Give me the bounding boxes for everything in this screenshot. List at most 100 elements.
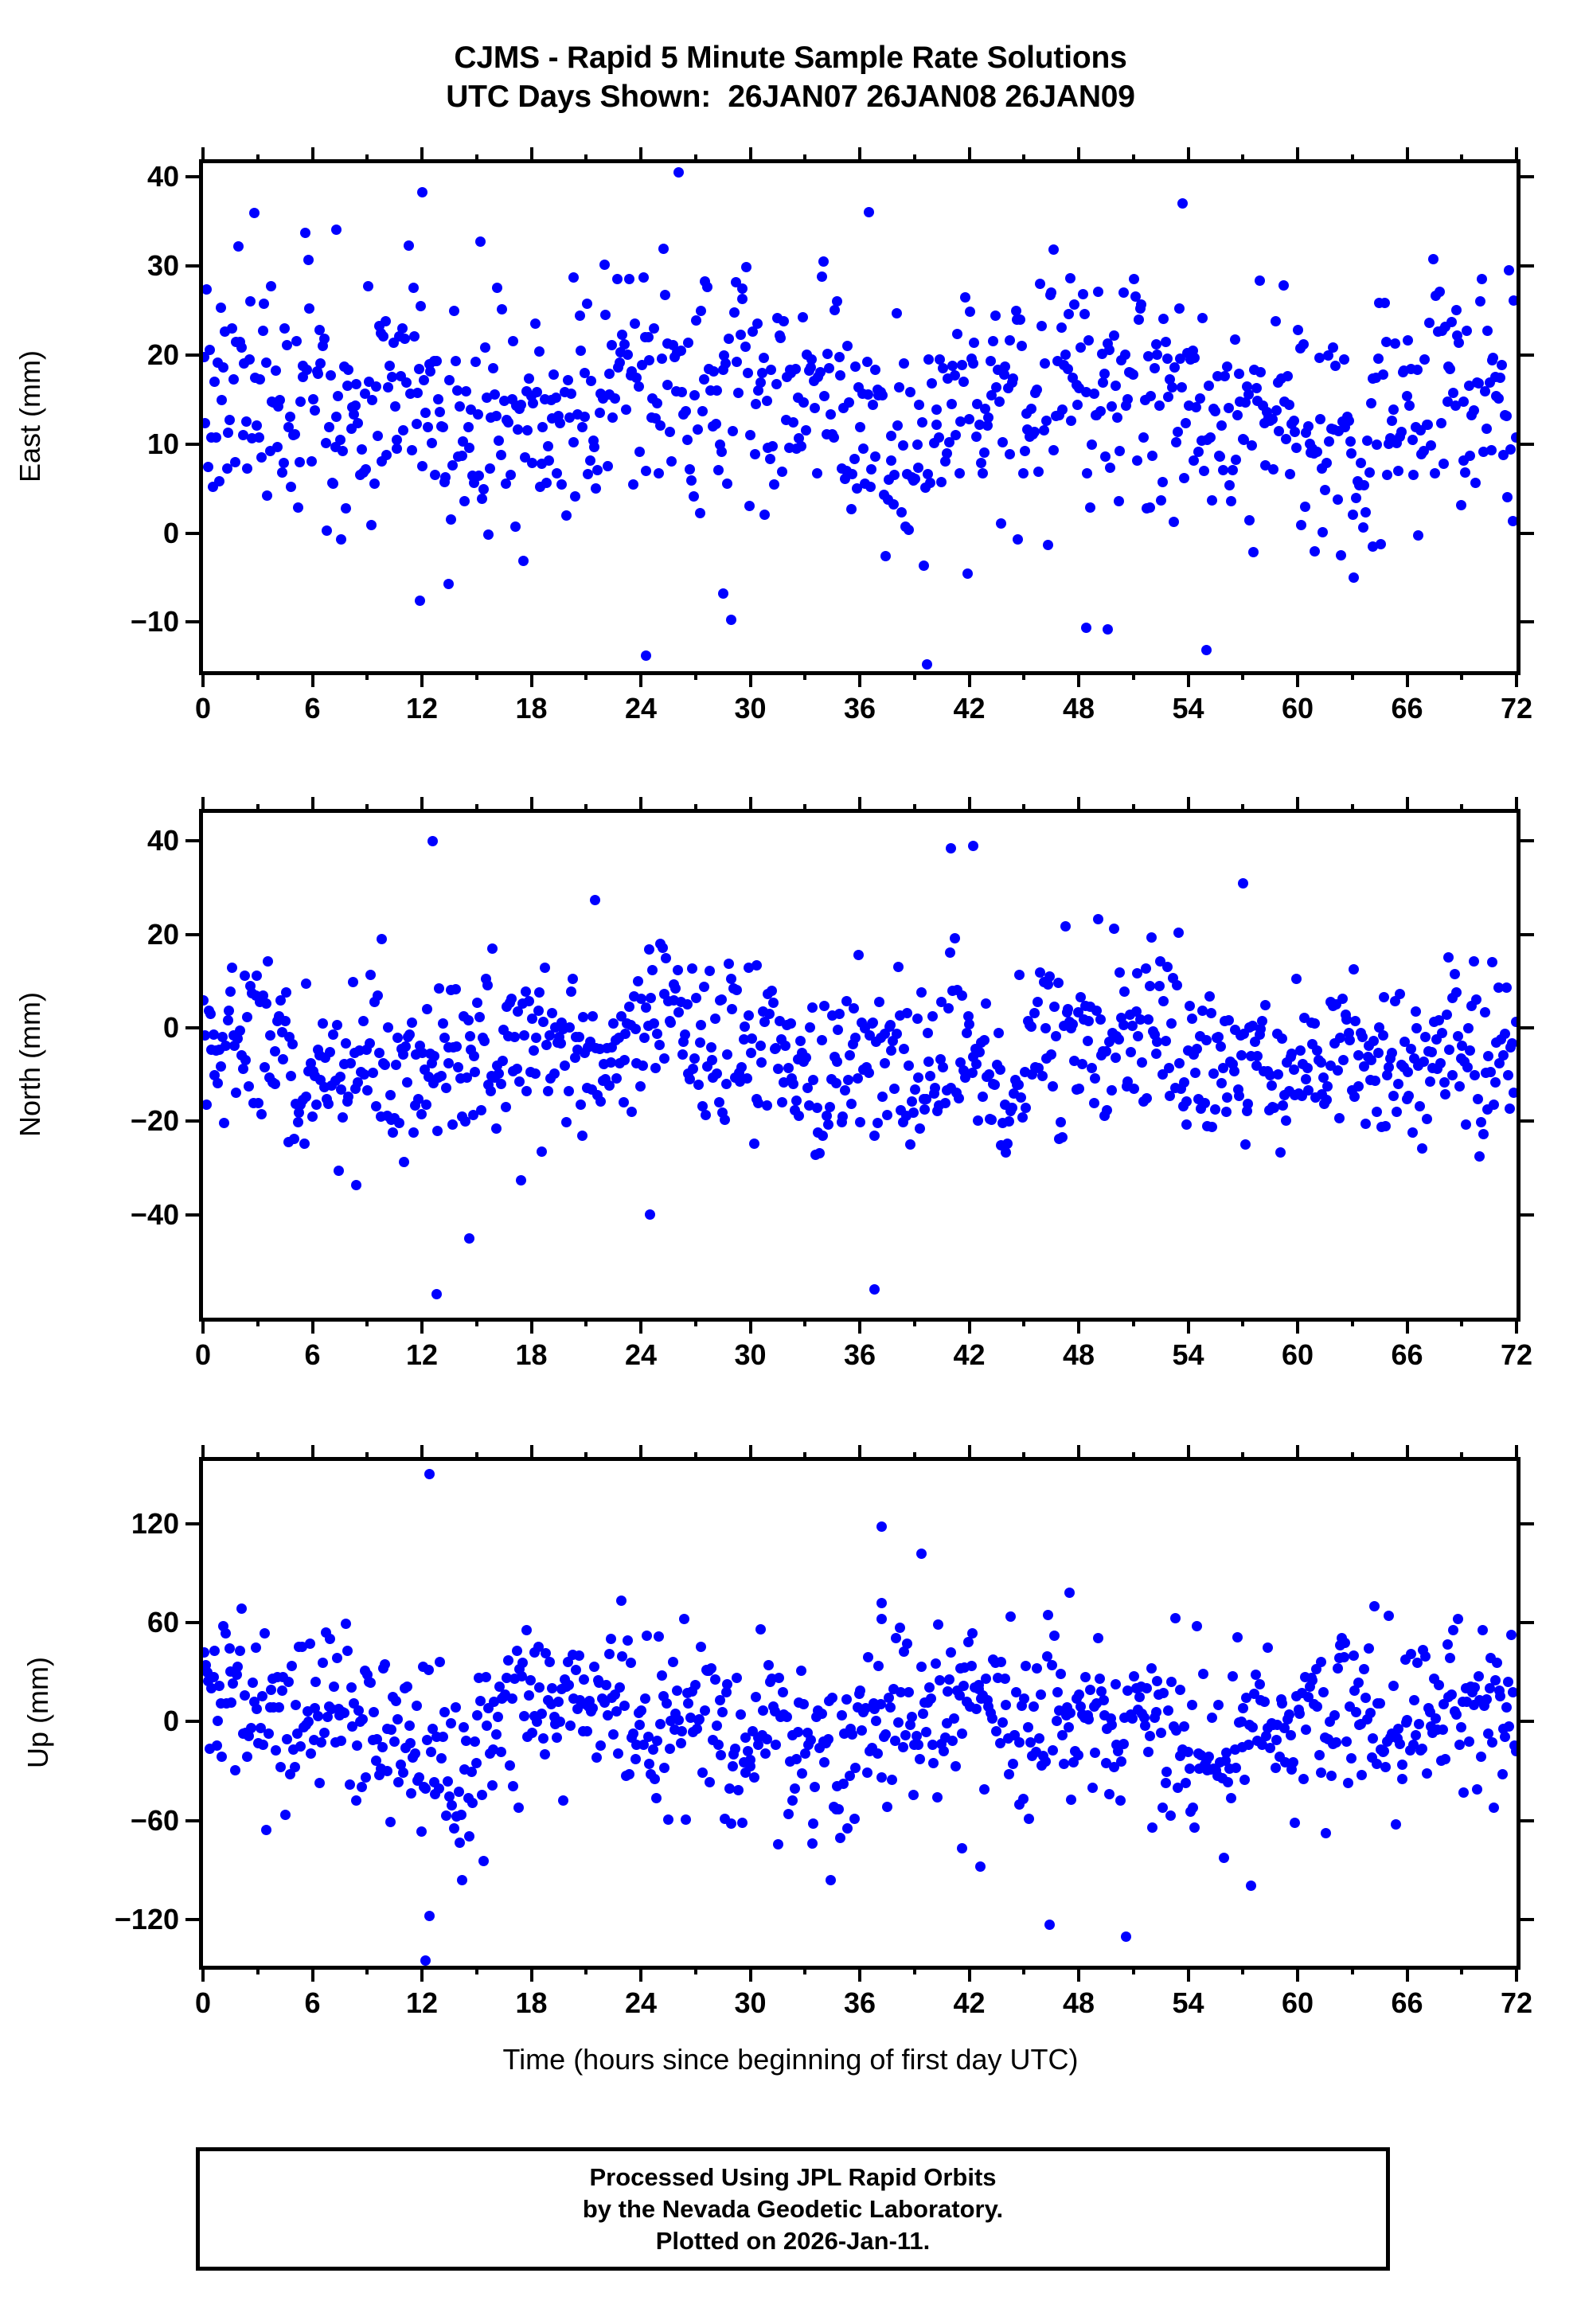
data-point (761, 396, 772, 407)
data-point (1393, 1078, 1404, 1089)
data-point (312, 1710, 323, 1721)
data-point (1225, 1793, 1236, 1804)
x-tick-top-major (1296, 1445, 1299, 1461)
data-point (1462, 1061, 1474, 1072)
data-point (435, 407, 446, 418)
data-point (1128, 1670, 1139, 1681)
data-point (812, 467, 823, 478)
data-point (256, 452, 267, 463)
data-point (260, 998, 271, 1010)
x-tick-label: 36 (843, 1986, 876, 2019)
data-point (999, 1673, 1010, 1684)
data-point (1473, 1094, 1484, 1105)
y-tick-major (185, 932, 203, 936)
data-point (806, 1838, 818, 1849)
data-point (1040, 1756, 1051, 1767)
data-point (284, 1769, 295, 1780)
data-point (1251, 1050, 1263, 1061)
data-point (851, 482, 862, 494)
data-point (437, 1732, 448, 1743)
data-point (1504, 1721, 1515, 1732)
data-point (1339, 1638, 1350, 1649)
data-point (777, 466, 788, 477)
data-point (1334, 1113, 1345, 1124)
data-point (677, 1049, 689, 1060)
data-point (794, 1111, 805, 1122)
data-point (1220, 370, 1230, 381)
axis-title-up: Up (mm) (21, 1657, 54, 1768)
data-point (1267, 414, 1278, 425)
data-point (211, 1740, 222, 1752)
data-point (302, 364, 313, 375)
data-point (1039, 358, 1050, 369)
data-point (521, 986, 532, 997)
data-point (1280, 1115, 1291, 1126)
data-point (649, 1018, 660, 1029)
data-point (1407, 1127, 1419, 1139)
data-point (303, 254, 314, 265)
data-point (1185, 1001, 1196, 1012)
data-point (912, 439, 923, 450)
x-tick-major (967, 1318, 971, 1334)
data-point (1201, 645, 1212, 656)
data-point (1011, 1687, 1022, 1698)
data-point (771, 1042, 782, 1053)
data-point (757, 368, 768, 379)
data-point (547, 1007, 558, 1018)
data-point (1083, 1015, 1095, 1026)
data-point (1470, 1069, 1481, 1080)
data-point (1402, 1067, 1413, 1078)
x-tick-top-minor (256, 154, 260, 163)
data-point (1505, 1103, 1516, 1114)
data-point-outlier (876, 1614, 887, 1625)
x-tick-label: 42 (953, 1986, 986, 2019)
data-point (651, 1029, 662, 1040)
data-point (1374, 1697, 1385, 1709)
data-point (682, 338, 693, 349)
y-tick-major (185, 1119, 203, 1123)
data-point (595, 1740, 607, 1752)
data-point (1182, 1747, 1193, 1758)
y-tick-right-major (1517, 1521, 1534, 1525)
data-point (1403, 1090, 1415, 1101)
data-point (764, 453, 775, 464)
data-point (1463, 380, 1474, 391)
data-point (1260, 1731, 1271, 1742)
data-point (221, 1627, 232, 1639)
data-point (732, 984, 743, 995)
data-point (1079, 309, 1090, 320)
data-point (203, 1646, 209, 1658)
data-point (1155, 1727, 1166, 1738)
y-tick-major (185, 531, 203, 535)
data-point (547, 1682, 558, 1693)
data-point (1111, 380, 1122, 391)
x-tick-major (639, 1318, 642, 1334)
data-point (1445, 1652, 1456, 1663)
data-point (790, 364, 801, 375)
data-point (1013, 534, 1024, 545)
data-point (209, 1069, 221, 1080)
data-point (741, 1072, 752, 1084)
data-point (736, 1062, 747, 1073)
data-point (1394, 1739, 1405, 1750)
data-point (969, 338, 980, 349)
data-point (916, 416, 927, 428)
data-point (325, 1634, 336, 1645)
data-point (1064, 1708, 1075, 1719)
data-point (833, 1804, 844, 1815)
data-point (217, 1031, 228, 1042)
data-point (1406, 1649, 1417, 1660)
data-point (665, 426, 676, 437)
data-point (926, 1693, 937, 1704)
x-tick-top-minor (803, 154, 807, 163)
data-point (891, 307, 902, 318)
data-point (798, 312, 809, 322)
data-point (1032, 384, 1043, 395)
x-tick-minor (1131, 1318, 1135, 1326)
data-point (678, 1613, 689, 1624)
data-point (994, 1738, 1005, 1749)
data-point (787, 1795, 798, 1806)
data-point (1359, 480, 1370, 491)
data-point (1442, 1010, 1453, 1021)
data-point (1057, 1729, 1068, 1740)
